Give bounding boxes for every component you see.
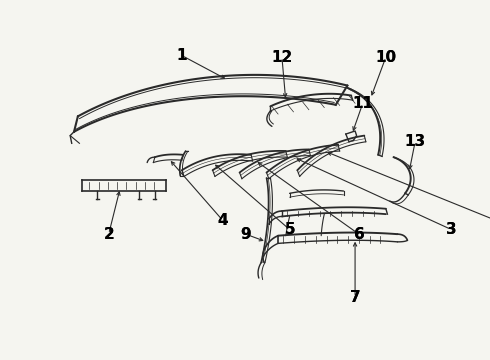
Text: 9: 9 xyxy=(241,227,251,242)
Text: 3: 3 xyxy=(446,222,457,237)
Text: 4: 4 xyxy=(218,213,228,228)
Text: 4: 4 xyxy=(218,213,228,228)
Text: 13: 13 xyxy=(405,134,426,149)
Text: 11: 11 xyxy=(352,96,373,111)
Text: 7: 7 xyxy=(350,290,360,305)
Text: 2: 2 xyxy=(103,227,114,242)
Text: 7: 7 xyxy=(350,290,360,305)
Text: 3: 3 xyxy=(446,222,457,237)
Text: 12: 12 xyxy=(271,50,293,64)
Text: 9: 9 xyxy=(241,227,251,242)
Text: 6: 6 xyxy=(354,227,364,242)
Text: 1: 1 xyxy=(176,48,187,63)
Text: 5: 5 xyxy=(284,222,295,237)
Text: 10: 10 xyxy=(375,50,396,64)
Text: 11: 11 xyxy=(352,96,373,111)
Text: 6: 6 xyxy=(354,227,364,242)
Text: 12: 12 xyxy=(271,50,293,64)
Text: 13: 13 xyxy=(405,134,426,149)
Text: 2: 2 xyxy=(103,227,114,242)
Text: 10: 10 xyxy=(375,50,396,64)
Text: 1: 1 xyxy=(176,48,187,63)
Text: 5: 5 xyxy=(284,222,295,237)
